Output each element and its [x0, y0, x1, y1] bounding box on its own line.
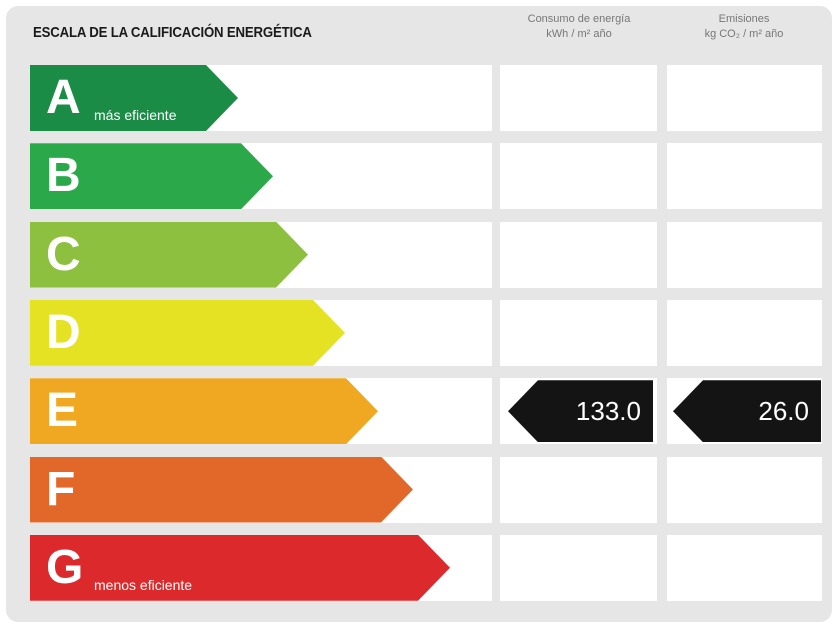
consumption-header-unit: kWh / m² año: [546, 28, 612, 40]
emissions-header: Emisiones kg CO₂ / m² año: [666, 12, 822, 42]
emissions-cell: [667, 65, 822, 131]
consumption-header: Consumo de energía kWh / m² año: [500, 12, 658, 42]
consumption-cell: [500, 534, 657, 601]
rating-letter: C: [46, 227, 81, 281]
rating-bar-f: F: [30, 456, 413, 523]
emissions-cell: [667, 143, 822, 210]
rating-bar-d: D: [30, 299, 345, 366]
consumption-cell: [500, 143, 657, 210]
rating-letter: F: [46, 462, 76, 516]
rating-caption: menos eficiente: [94, 576, 193, 593]
rating-letter: B: [46, 149, 81, 203]
rating-bar-c: C: [30, 221, 308, 288]
emissions-value-indicator: 26.0: [673, 380, 821, 443]
consumption-cell: [500, 65, 657, 131]
rating-letter: G: [46, 540, 84, 594]
consumption-cell: [500, 299, 657, 366]
consumption-value-indicator: 133.0: [508, 380, 653, 443]
emissions-header-unit: kg CO₂ / m² año: [704, 28, 784, 40]
label-title: ESCALA DE LA CALIFICACIÓN ENERGÉTICA: [33, 24, 312, 41]
consumption-cell: [500, 221, 657, 288]
rating-bar-e: E: [30, 378, 378, 445]
consumption-cell: [500, 456, 657, 523]
emissions-header-title: Emisiones: [718, 13, 770, 25]
emissions-cell: [667, 299, 822, 366]
emissions-cell: [667, 221, 822, 288]
rating-bar-b: B: [30, 143, 273, 210]
rating-letter: A: [46, 71, 81, 124]
emissions-cell: [667, 456, 822, 523]
rating-letter: E: [46, 384, 79, 438]
rating-caption: más eficiente: [94, 107, 177, 123]
emissions-cell: [667, 534, 822, 601]
consumption-header-title: Consumo de energía: [527, 13, 631, 25]
rating-letter: D: [46, 305, 81, 359]
